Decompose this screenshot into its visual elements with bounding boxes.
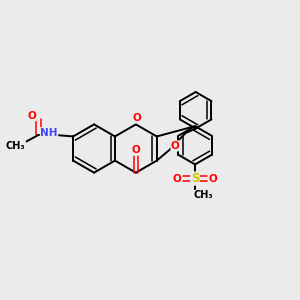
Text: O: O: [171, 141, 180, 151]
Text: O: O: [172, 174, 181, 184]
Text: CH₃: CH₃: [6, 141, 26, 151]
Text: O: O: [132, 113, 141, 123]
Text: O: O: [131, 145, 140, 155]
Text: O: O: [28, 111, 36, 121]
Text: S: S: [191, 172, 199, 185]
Text: NH: NH: [40, 128, 58, 138]
Text: O: O: [209, 174, 218, 184]
Text: CH₃: CH₃: [194, 190, 213, 200]
